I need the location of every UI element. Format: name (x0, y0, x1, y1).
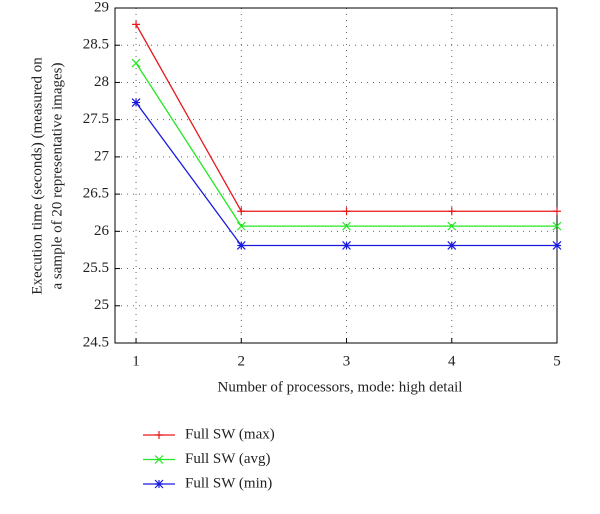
y-axis-label: Execution time (seconds) (measured on (29, 57, 45, 295)
x-tick-label: 3 (343, 353, 351, 369)
marker (552, 241, 562, 250)
marker (447, 221, 457, 231)
y-tick-label: 26.5 (83, 186, 109, 202)
marker (131, 98, 141, 107)
y-tick-label: 27.5 (83, 111, 109, 127)
x-tick-label: 4 (448, 353, 456, 369)
y-tick-label: 27 (94, 148, 110, 164)
series-line (135, 62, 557, 227)
x-tick-label: 2 (238, 353, 246, 369)
x-tick-label: 5 (553, 353, 561, 369)
plot-frame (114, 7, 558, 344)
legend-label: Full SW (avg) (185, 451, 271, 467)
marker (131, 58, 141, 68)
marker (155, 431, 163, 439)
marker (236, 221, 246, 231)
x-tick-label: 1 (132, 353, 140, 369)
y-tick-label: 28.5 (83, 37, 109, 53)
marker (154, 455, 164, 464)
marker (552, 221, 562, 231)
y-tick-label: 26 (94, 223, 110, 239)
marker (154, 479, 164, 489)
marker (236, 241, 246, 250)
y-tick-label: 29 (94, 0, 109, 15)
marker (553, 207, 561, 216)
marker (342, 221, 351, 231)
y-tick-label: 28 (94, 74, 109, 90)
y-tick-label: 25.5 (83, 260, 109, 276)
marker (342, 207, 351, 216)
y-axis-label: a sample of 20 representative images) (49, 63, 65, 290)
marker (132, 20, 141, 29)
marker (237, 207, 246, 216)
x-axis-label: Number of processors, mode: high detail (218, 379, 463, 395)
legend-label: Full SW (max) (185, 426, 275, 442)
legend-label: Full SW (min) (185, 475, 272, 491)
marker (342, 241, 351, 250)
marker (447, 207, 456, 216)
y-tick-label: 24.5 (83, 334, 109, 350)
marker (447, 241, 457, 250)
series-line (135, 24, 557, 212)
y-tick-label: 25 (94, 297, 109, 313)
